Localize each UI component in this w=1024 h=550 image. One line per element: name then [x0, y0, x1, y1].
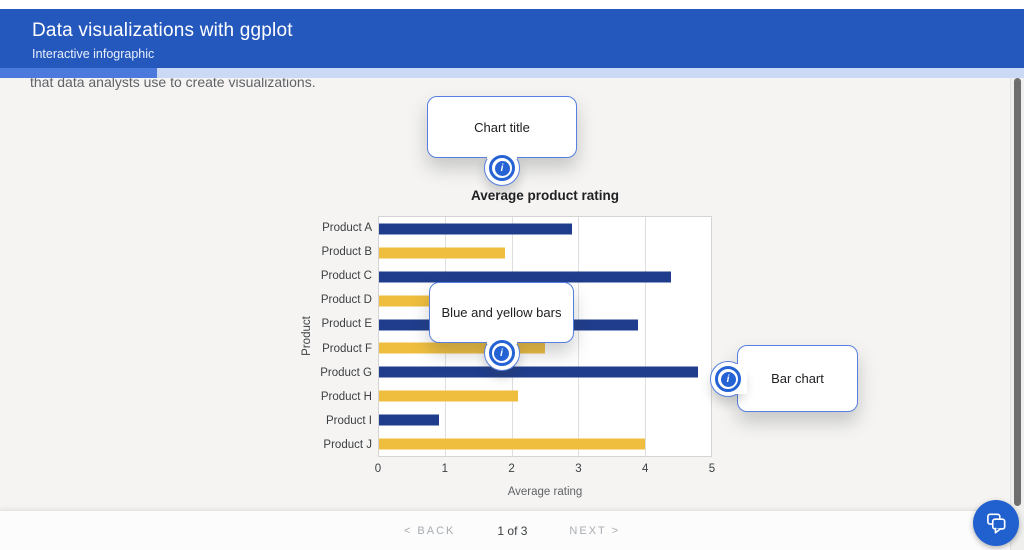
x-tick-label: 2 [508, 463, 515, 475]
x-tick-label: 0 [374, 463, 382, 475]
y-tick-label: Product E [321, 318, 373, 331]
callout-label: Blue and yellow bars [441, 305, 562, 320]
page-indicator: 1 of 3 [497, 523, 528, 538]
x-tick-label: 3 [575, 463, 582, 475]
bar-row [379, 337, 711, 361]
page-title: Data visualizations with ggplot [32, 20, 293, 41]
bar-product-i [379, 414, 439, 426]
scroll-progress-fill [0, 68, 157, 78]
x-tick-label: 1 [441, 463, 448, 475]
page-subtitle: Interactive infographic [32, 47, 155, 61]
bar-product-f [379, 342, 545, 354]
scrollbar-track [1010, 78, 1024, 550]
y-tick-label: Product G [320, 366, 372, 379]
info-icon[interactable]: i [715, 366, 741, 392]
y-tick-label: Product J [323, 438, 372, 451]
back-button[interactable]: < BACK [403, 524, 456, 537]
top-sliver [0, 0, 1024, 9]
info-icon[interactable]: i [489, 155, 515, 181]
bar-row [379, 360, 711, 384]
callout-blue-yellow-bars: Blue and yellow bars i [429, 282, 574, 371]
y-tick-label: Product F [322, 342, 372, 355]
app-header: Data visualizations with ggplot Interact… [0, 9, 1024, 68]
chat-icon [983, 510, 1009, 536]
x-axis-label: Average rating [507, 486, 583, 498]
bar-row [379, 408, 711, 432]
bar-row [379, 432, 711, 456]
chat-button[interactable] [973, 500, 1019, 546]
y-tick-label: Product B [321, 246, 373, 259]
x-tick-label: 4 [641, 463, 649, 475]
bar-product-g [379, 366, 698, 378]
next-button[interactable]: NEXT > [569, 524, 621, 537]
callout-bar-chart: Bar chart i [710, 345, 858, 412]
bar-row [379, 384, 711, 408]
x-tick-labels: 0 1 2 3 4 5 [374, 463, 716, 477]
callout-chart-title: Chart title i [427, 96, 577, 186]
bar-row [379, 265, 711, 289]
y-tick-label: Product C [320, 270, 372, 283]
scrolled-paragraph: that data analysts use to create visuali… [30, 74, 316, 90]
bar-product-j [379, 438, 645, 450]
bar-product-a [379, 223, 572, 235]
bar-row [379, 217, 711, 241]
y-tick-label: Product H [320, 390, 372, 403]
pagination-footer: < BACK 1 of 3 NEXT > [0, 510, 1024, 550]
callout-label: Bar chart [771, 371, 824, 386]
callout-label: Chart title [474, 119, 530, 135]
bar-product-d [379, 295, 479, 307]
callout-box: Bar chart [737, 345, 858, 412]
bar-product-h [379, 390, 519, 402]
y-tick-labels: Product A Product B Product C Product D Prod… [284, 216, 372, 457]
y-tick-label: Product A [322, 222, 372, 235]
scrollbar-thumb[interactable] [1014, 78, 1021, 506]
x-tick-label: 5 [708, 463, 716, 475]
y-tick-label: Product D [320, 294, 372, 307]
chart-title: Average product rating [470, 188, 620, 203]
y-tick-label: Product I [325, 414, 372, 427]
bar-row [379, 241, 711, 265]
bar-product-c [379, 271, 672, 283]
scroll-progress-strip [0, 68, 1024, 78]
bar-product-b [379, 247, 506, 259]
bar-row [379, 289, 711, 313]
info-icon[interactable]: i [488, 340, 515, 366]
